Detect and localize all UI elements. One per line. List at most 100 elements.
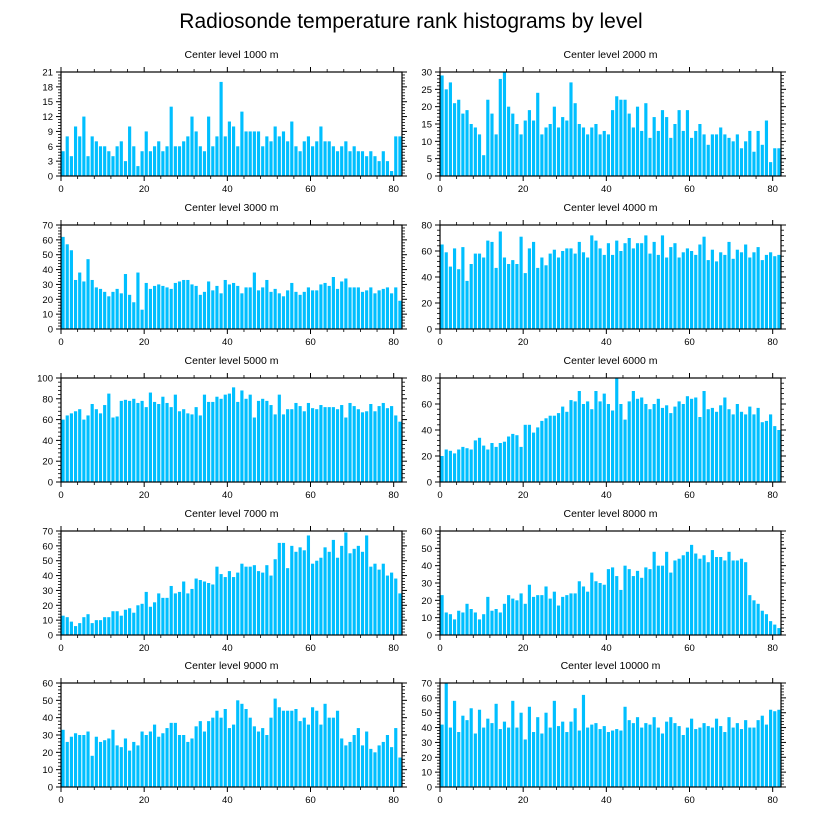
bar bbox=[706, 409, 710, 482]
bar bbox=[444, 683, 448, 787]
bar bbox=[132, 741, 136, 787]
bar bbox=[385, 575, 390, 635]
bar bbox=[61, 729, 65, 787]
bar bbox=[748, 595, 752, 635]
bar bbox=[169, 106, 173, 176]
y-tick-label: 0 bbox=[48, 783, 53, 794]
bar bbox=[256, 731, 261, 787]
bar bbox=[73, 733, 78, 787]
bar bbox=[602, 726, 606, 787]
bar bbox=[660, 407, 665, 482]
bar bbox=[536, 717, 540, 787]
x-tick-label: 80 bbox=[388, 184, 399, 195]
bar bbox=[123, 738, 128, 787]
bar bbox=[594, 723, 598, 787]
bar bbox=[348, 151, 352, 176]
bar bbox=[698, 558, 702, 635]
bar bbox=[365, 290, 369, 329]
bar bbox=[473, 440, 477, 482]
y-tick-label: 10 bbox=[421, 613, 432, 624]
bar bbox=[136, 605, 140, 635]
x-tick-label: 60 bbox=[305, 337, 316, 348]
bar bbox=[739, 252, 744, 329]
bar bbox=[756, 130, 760, 176]
bar bbox=[565, 120, 569, 176]
bar bbox=[565, 248, 569, 329]
bar bbox=[748, 130, 752, 176]
bar bbox=[694, 553, 698, 635]
bar bbox=[581, 404, 586, 482]
plot-frame bbox=[60, 377, 403, 483]
bar bbox=[527, 706, 531, 787]
bar bbox=[82, 735, 86, 787]
panel-4: Center level 4000 m 0 20 40 60 80 0 20 40 60 80 bbox=[421, 202, 786, 348]
y-tick-label: 10 bbox=[42, 310, 53, 321]
bar bbox=[107, 151, 111, 176]
panel-8: Center level 8000 m 0 20 40 60 80 0 10 20 30 40 50 6… bbox=[421, 508, 786, 654]
bar bbox=[523, 603, 527, 635]
bar bbox=[457, 449, 461, 482]
bar bbox=[215, 285, 219, 329]
bar bbox=[182, 735, 186, 787]
bar bbox=[277, 293, 281, 329]
x-tick-label: 20 bbox=[139, 795, 150, 806]
bar bbox=[760, 144, 764, 176]
bar bbox=[277, 707, 281, 787]
bar bbox=[394, 287, 398, 329]
bar bbox=[348, 741, 352, 787]
bar bbox=[469, 708, 473, 787]
x-tick-label: 40 bbox=[601, 643, 612, 654]
bar bbox=[61, 151, 65, 176]
bar bbox=[219, 574, 223, 635]
bar bbox=[198, 146, 202, 176]
bar bbox=[714, 261, 719, 329]
bar bbox=[152, 285, 157, 329]
bar bbox=[157, 284, 161, 329]
bar bbox=[190, 116, 194, 176]
bar bbox=[606, 134, 610, 176]
bar bbox=[157, 404, 161, 482]
bar bbox=[103, 291, 107, 329]
bar bbox=[94, 620, 98, 635]
bar bbox=[182, 581, 186, 635]
bar bbox=[165, 146, 169, 176]
bar bbox=[498, 78, 502, 176]
bar bbox=[311, 146, 315, 176]
bar bbox=[723, 560, 727, 635]
bar bbox=[144, 591, 148, 635]
bar bbox=[511, 598, 515, 635]
bar bbox=[611, 110, 615, 176]
bar bbox=[519, 134, 523, 176]
bar bbox=[548, 727, 552, 787]
y-tick-label: 0 bbox=[427, 631, 432, 642]
bar bbox=[536, 427, 540, 482]
bar bbox=[207, 116, 211, 176]
bar bbox=[452, 700, 457, 787]
bar bbox=[140, 731, 144, 787]
x-tick-label: 60 bbox=[684, 337, 695, 348]
y-tick-label: 40 bbox=[421, 426, 432, 437]
y-tick-label: 20 bbox=[421, 753, 432, 764]
panel-title: Center level 8000 m bbox=[564, 508, 658, 520]
bar bbox=[594, 391, 598, 482]
bar bbox=[73, 279, 78, 329]
panel-7: Center level 7000 m 0 20 40 60 80 0 10 20 30 40 50 6… bbox=[42, 508, 407, 654]
bar bbox=[177, 591, 182, 635]
bar bbox=[448, 727, 452, 787]
bar bbox=[194, 578, 198, 635]
bar bbox=[182, 279, 186, 329]
x-tick-label: 80 bbox=[767, 184, 778, 195]
bar bbox=[627, 569, 631, 635]
bar bbox=[144, 282, 148, 329]
bar bbox=[194, 131, 198, 176]
bar bbox=[173, 722, 177, 787]
bar bbox=[677, 257, 681, 329]
bar bbox=[82, 419, 86, 482]
bar bbox=[598, 134, 602, 176]
bar bbox=[132, 398, 136, 482]
bar bbox=[473, 733, 477, 787]
bar bbox=[252, 272, 256, 329]
bar bbox=[177, 411, 182, 482]
y-tick-label: 10 bbox=[42, 765, 53, 776]
plot-frame bbox=[60, 530, 403, 636]
